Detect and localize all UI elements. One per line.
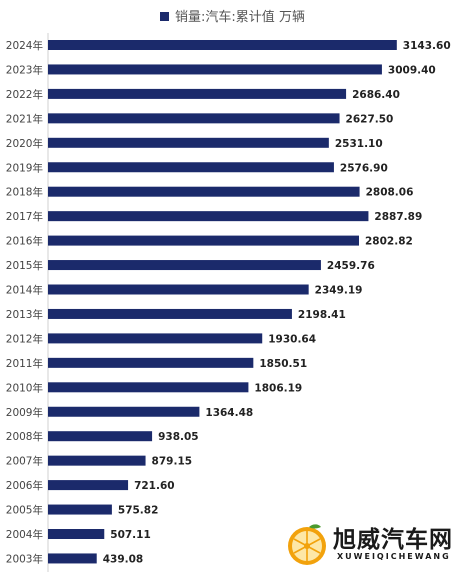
bar-value-label: 2349.19 bbox=[315, 285, 363, 297]
y-tick-label: 2023年 bbox=[6, 63, 43, 76]
legend-label: 销量:汽车:累计值 万辆 bbox=[175, 10, 305, 25]
bar bbox=[48, 64, 382, 75]
bar-value-label: 2808.06 bbox=[366, 187, 414, 199]
y-tick-label: 2006年 bbox=[6, 479, 43, 492]
y-tick-label: 2019年 bbox=[6, 161, 43, 174]
bar-value-label: 2531.10 bbox=[335, 138, 383, 150]
bar bbox=[48, 113, 340, 124]
bar-value-label: 938.05 bbox=[158, 431, 199, 443]
bar-value-label: 879.15 bbox=[152, 456, 193, 468]
bar bbox=[48, 553, 97, 564]
y-tick-label: 2005年 bbox=[6, 504, 43, 517]
y-tick-label: 2012年 bbox=[6, 332, 43, 345]
y-tick-label: 2013年 bbox=[6, 308, 43, 321]
bar bbox=[48, 455, 146, 466]
watermark: 旭威汽车网 XUWEIQICHEWANG bbox=[281, 514, 461, 572]
bar-value-label: 721.60 bbox=[134, 480, 175, 492]
bar bbox=[48, 357, 254, 368]
bar-value-label: 3143.60 bbox=[403, 40, 451, 52]
bar bbox=[48, 382, 249, 393]
watermark-title: 旭威汽车网 bbox=[333, 527, 453, 553]
y-tick-label: 2003年 bbox=[6, 552, 43, 565]
legend-swatch bbox=[160, 12, 170, 21]
bar-value-label: 2686.40 bbox=[352, 89, 400, 101]
y-tick-label: 2015年 bbox=[6, 259, 43, 272]
bar bbox=[48, 406, 200, 417]
bar bbox=[48, 88, 347, 99]
bar-value-label: 2459.76 bbox=[327, 260, 375, 272]
bar-value-label: 1930.64 bbox=[268, 333, 316, 345]
bar bbox=[48, 333, 263, 344]
bar bbox=[48, 186, 360, 197]
orange-slice-icon bbox=[288, 524, 326, 565]
bar bbox=[48, 431, 153, 442]
bar-value-label: 575.82 bbox=[118, 505, 159, 517]
y-tick-label: 2011年 bbox=[6, 357, 43, 370]
bar-value-label: 1364.48 bbox=[205, 407, 253, 419]
bar-value-label: 507.11 bbox=[110, 529, 151, 541]
bar-value-label: 1806.19 bbox=[254, 382, 302, 394]
y-tick-label: 2020年 bbox=[6, 137, 43, 150]
y-tick-label: 2014年 bbox=[6, 284, 43, 297]
bar-value-label: 2198.41 bbox=[298, 309, 346, 321]
watermark-subtitle: XUWEIQICHEWANG bbox=[337, 552, 451, 561]
y-tick-label: 2007年 bbox=[6, 455, 43, 468]
bar bbox=[48, 529, 105, 539]
y-tick-label: 2016年 bbox=[6, 235, 43, 248]
y-tick-label: 2010年 bbox=[6, 381, 43, 394]
bar-value-label: 2887.89 bbox=[374, 211, 422, 223]
y-tick-label: 2008年 bbox=[6, 430, 43, 443]
bar bbox=[48, 284, 309, 295]
chart-legend: 销量:汽车:累计值 万辆 bbox=[0, 6, 465, 25]
bar-value-label: 2802.82 bbox=[365, 236, 413, 248]
bar-value-label: 3009.40 bbox=[388, 64, 436, 76]
y-tick-label: 2024年 bbox=[6, 39, 43, 52]
bar-value-label: 1850.51 bbox=[259, 358, 307, 370]
bar-value-label: 2576.90 bbox=[340, 162, 388, 174]
bar bbox=[48, 40, 397, 50]
y-tick-label: 2021年 bbox=[6, 112, 43, 125]
bar bbox=[48, 504, 112, 515]
bar-value-label: 2627.50 bbox=[346, 113, 394, 125]
bar-value-label: 439.08 bbox=[103, 553, 144, 565]
y-tick-label: 2017年 bbox=[6, 210, 43, 223]
y-tick-label: 2018年 bbox=[6, 186, 43, 199]
bar bbox=[48, 308, 292, 319]
y-tick-label: 2009年 bbox=[6, 406, 43, 419]
bar bbox=[48, 480, 129, 491]
bar bbox=[48, 162, 334, 173]
bar bbox=[48, 137, 329, 148]
y-tick-label: 2022年 bbox=[6, 88, 43, 101]
bar bbox=[48, 235, 359, 246]
bar bbox=[48, 260, 321, 271]
y-tick-label: 2004年 bbox=[6, 528, 43, 541]
bar bbox=[48, 211, 369, 222]
